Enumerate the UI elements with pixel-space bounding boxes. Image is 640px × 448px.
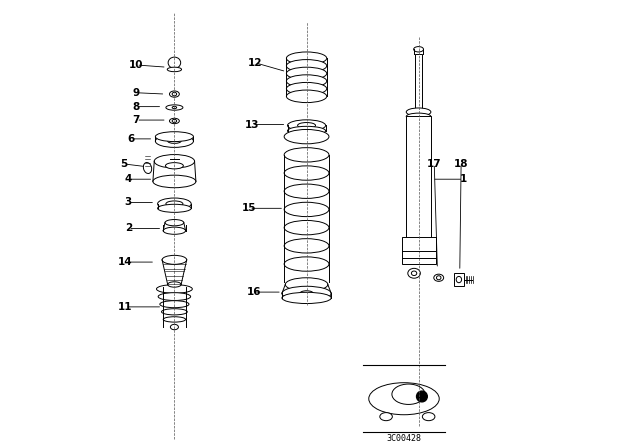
Ellipse shape bbox=[168, 57, 180, 69]
Ellipse shape bbox=[166, 105, 183, 110]
Ellipse shape bbox=[284, 129, 329, 144]
Ellipse shape bbox=[163, 317, 186, 322]
Ellipse shape bbox=[160, 301, 189, 308]
Ellipse shape bbox=[157, 204, 191, 212]
Text: 5: 5 bbox=[120, 159, 128, 169]
Ellipse shape bbox=[287, 82, 327, 95]
Ellipse shape bbox=[165, 220, 184, 226]
Text: 3: 3 bbox=[125, 198, 132, 207]
Text: 8: 8 bbox=[132, 102, 140, 112]
Text: 18: 18 bbox=[454, 159, 468, 168]
Text: 9: 9 bbox=[132, 88, 140, 98]
Ellipse shape bbox=[413, 47, 424, 52]
Bar bbox=[415, 54, 422, 116]
Ellipse shape bbox=[434, 274, 444, 281]
Text: 7: 7 bbox=[132, 115, 140, 125]
Ellipse shape bbox=[163, 227, 186, 234]
Ellipse shape bbox=[284, 220, 329, 235]
Ellipse shape bbox=[143, 163, 152, 173]
Ellipse shape bbox=[170, 324, 179, 330]
Ellipse shape bbox=[168, 139, 181, 143]
Ellipse shape bbox=[436, 276, 441, 280]
Ellipse shape bbox=[167, 67, 182, 72]
Text: 15: 15 bbox=[242, 203, 257, 213]
Ellipse shape bbox=[154, 155, 195, 168]
Text: 3C00428: 3C00428 bbox=[387, 434, 422, 443]
Ellipse shape bbox=[392, 384, 425, 405]
Ellipse shape bbox=[284, 184, 329, 198]
Ellipse shape bbox=[165, 163, 184, 169]
Ellipse shape bbox=[157, 198, 191, 210]
Ellipse shape bbox=[380, 413, 392, 421]
Ellipse shape bbox=[287, 52, 327, 65]
Ellipse shape bbox=[369, 383, 439, 415]
Ellipse shape bbox=[287, 75, 327, 87]
Ellipse shape bbox=[284, 166, 329, 180]
Text: 12: 12 bbox=[248, 58, 262, 68]
Text: 13: 13 bbox=[244, 120, 259, 129]
Ellipse shape bbox=[172, 107, 177, 109]
Ellipse shape bbox=[300, 291, 314, 296]
Ellipse shape bbox=[287, 126, 326, 135]
Text: 2: 2 bbox=[125, 224, 132, 233]
Ellipse shape bbox=[170, 91, 179, 97]
Ellipse shape bbox=[161, 309, 188, 315]
Ellipse shape bbox=[168, 282, 181, 287]
Text: 1: 1 bbox=[460, 174, 467, 184]
Ellipse shape bbox=[284, 239, 329, 253]
Ellipse shape bbox=[285, 278, 328, 291]
Bar bbox=[454, 273, 464, 286]
Ellipse shape bbox=[157, 284, 192, 293]
Ellipse shape bbox=[170, 118, 179, 124]
Ellipse shape bbox=[412, 271, 417, 276]
Ellipse shape bbox=[172, 120, 177, 123]
Ellipse shape bbox=[406, 113, 431, 120]
Ellipse shape bbox=[162, 255, 187, 264]
Text: 10: 10 bbox=[129, 60, 143, 70]
Ellipse shape bbox=[408, 268, 420, 278]
Ellipse shape bbox=[156, 132, 193, 142]
Ellipse shape bbox=[282, 293, 332, 304]
Text: 14: 14 bbox=[118, 257, 132, 267]
Ellipse shape bbox=[287, 120, 326, 131]
Ellipse shape bbox=[406, 108, 431, 116]
Ellipse shape bbox=[153, 175, 196, 188]
Ellipse shape bbox=[298, 123, 316, 128]
Ellipse shape bbox=[422, 413, 435, 421]
Ellipse shape bbox=[284, 148, 329, 162]
Ellipse shape bbox=[166, 201, 183, 207]
Circle shape bbox=[417, 391, 428, 402]
Ellipse shape bbox=[287, 90, 327, 103]
Ellipse shape bbox=[156, 135, 193, 147]
Ellipse shape bbox=[172, 92, 177, 96]
Ellipse shape bbox=[287, 67, 327, 80]
Text: 16: 16 bbox=[246, 287, 261, 297]
Bar bbox=[401, 237, 436, 264]
Text: 17: 17 bbox=[427, 159, 442, 168]
Ellipse shape bbox=[282, 286, 332, 301]
Bar bbox=[406, 116, 431, 260]
Ellipse shape bbox=[284, 202, 329, 217]
Text: 4: 4 bbox=[125, 174, 132, 184]
Ellipse shape bbox=[284, 257, 329, 271]
Text: 11: 11 bbox=[118, 302, 132, 312]
Ellipse shape bbox=[456, 276, 461, 283]
Text: 6: 6 bbox=[127, 134, 134, 144]
Ellipse shape bbox=[287, 60, 327, 72]
Ellipse shape bbox=[158, 293, 191, 301]
